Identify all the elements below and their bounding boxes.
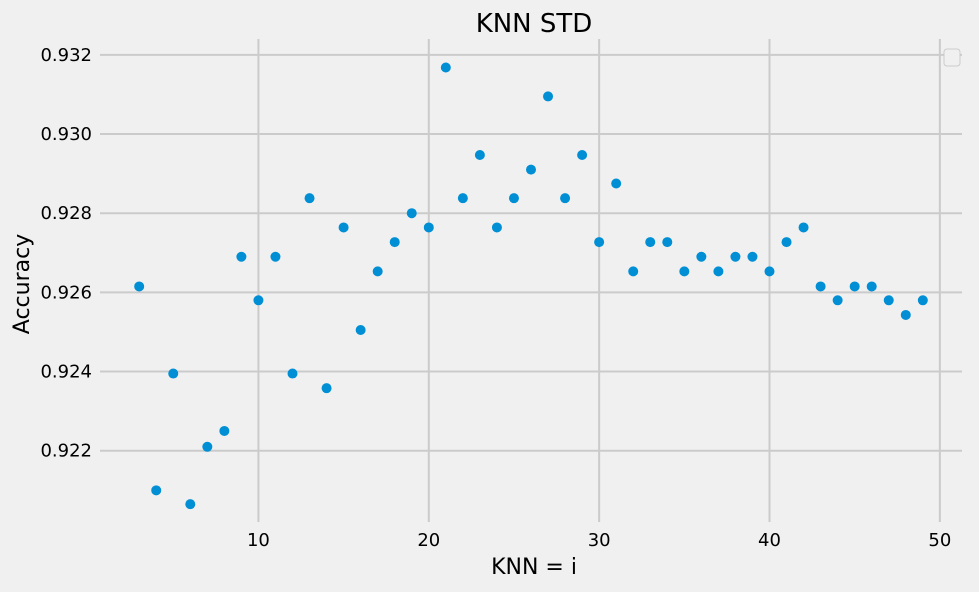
scatter-point — [917, 295, 928, 306]
scatter-point — [628, 266, 639, 277]
scatter-point — [611, 178, 622, 189]
scatter-point — [730, 251, 741, 262]
scatter-point — [355, 324, 366, 335]
x-tick-label: 40 — [758, 530, 781, 551]
x-tick-label: 20 — [417, 530, 440, 551]
scatter-point — [253, 295, 264, 306]
scatter-point — [577, 149, 588, 160]
grid-lines — [100, 39, 962, 522]
scatter-point — [219, 425, 230, 436]
scatter-point — [781, 237, 792, 248]
y-tick-label: 0.928 — [40, 203, 92, 224]
scatter-point — [287, 368, 298, 379]
y-tick-label: 0.922 — [40, 441, 92, 462]
scatter-point — [508, 193, 519, 204]
y-axis-label: Accuracy — [10, 234, 35, 334]
scatter-point — [423, 222, 434, 233]
scatter-point — [406, 208, 417, 219]
scatter-point — [866, 281, 877, 292]
scatter-point — [185, 499, 196, 510]
scatter-point — [849, 281, 860, 292]
scatter-point — [747, 251, 758, 262]
scatter-point — [645, 237, 656, 248]
legend-box — [943, 48, 961, 67]
scatter-point — [372, 266, 383, 277]
x-tick-label: 30 — [588, 530, 611, 551]
scatter-point — [560, 193, 571, 204]
scatter-point — [798, 222, 809, 233]
scatter-point — [832, 295, 843, 306]
y-tick-labels: 0.922 0.924 0.926 0.928 0.930 0.932 — [40, 45, 92, 462]
scatter-point — [457, 193, 468, 204]
scatter-point — [321, 383, 332, 394]
scatter-point — [594, 237, 605, 248]
scatter-point — [270, 251, 281, 262]
scatter-point — [526, 164, 536, 175]
scatter-point — [338, 222, 349, 233]
scatter-point — [679, 266, 690, 277]
scatter-point — [304, 193, 315, 204]
scatter-point — [168, 368, 179, 379]
scatter-point — [815, 281, 826, 292]
scatter-point — [491, 222, 502, 233]
x-tick-label: 50 — [928, 530, 951, 551]
scatter-point — [662, 237, 673, 248]
y-tick-label: 0.930 — [40, 124, 92, 145]
scatter-point — [764, 266, 775, 277]
x-axis-label: KNN = i — [491, 555, 577, 580]
y-tick-label: 0.932 — [40, 45, 92, 66]
scatter-point — [389, 237, 400, 248]
scatter-point — [900, 309, 911, 320]
scatter-point — [474, 149, 485, 160]
scatter-point — [202, 441, 213, 452]
scatter-point — [883, 295, 894, 306]
scatter-point — [696, 251, 707, 262]
data-points — [134, 62, 928, 510]
chart-title: KNN STD — [476, 9, 593, 39]
scatter-point — [134, 281, 145, 292]
x-tick-labels: 10 20 30 40 50 — [247, 530, 951, 551]
y-tick-label: 0.926 — [40, 282, 92, 303]
y-tick-label: 0.924 — [40, 362, 92, 383]
scatter-point — [236, 251, 247, 262]
x-tick-label: 10 — [247, 530, 270, 551]
scatter-point — [713, 266, 724, 277]
scatter-point — [151, 485, 162, 496]
scatter-point — [440, 62, 451, 73]
scatter-point — [543, 91, 554, 102]
